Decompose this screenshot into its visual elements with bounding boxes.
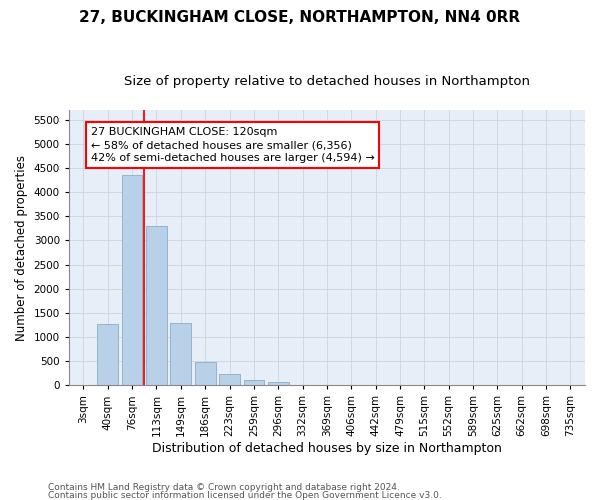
Bar: [195, 362, 215, 386]
Y-axis label: Number of detached properties: Number of detached properties: [15, 154, 28, 340]
Text: 27 BUCKINGHAM CLOSE: 120sqm
← 58% of detached houses are smaller (6,356)
42% of : 27 BUCKINGHAM CLOSE: 120sqm ← 58% of det…: [91, 127, 374, 164]
Bar: [146, 226, 167, 386]
Bar: [268, 382, 289, 386]
Title: Size of property relative to detached houses in Northampton: Size of property relative to detached ho…: [124, 75, 530, 88]
Text: Contains HM Land Registry data © Crown copyright and database right 2024.: Contains HM Land Registry data © Crown c…: [48, 484, 400, 492]
Bar: [170, 324, 191, 386]
Bar: [244, 380, 264, 386]
Bar: [122, 175, 142, 386]
Text: Contains public sector information licensed under the Open Government Licence v3: Contains public sector information licen…: [48, 490, 442, 500]
Bar: [219, 374, 240, 386]
Text: 27, BUCKINGHAM CLOSE, NORTHAMPTON, NN4 0RR: 27, BUCKINGHAM CLOSE, NORTHAMPTON, NN4 0…: [79, 10, 521, 25]
X-axis label: Distribution of detached houses by size in Northampton: Distribution of detached houses by size …: [152, 442, 502, 455]
Bar: [97, 324, 118, 386]
